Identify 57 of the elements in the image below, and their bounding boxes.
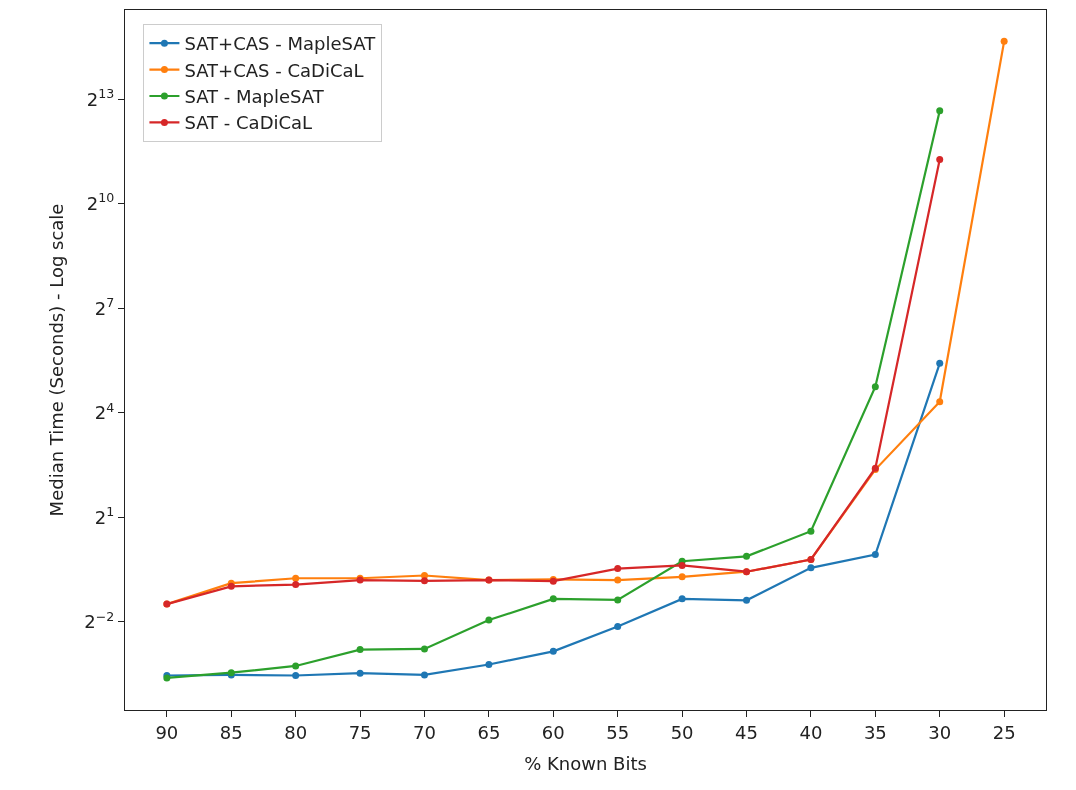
x-tick-label: 90 xyxy=(155,721,179,743)
x-tick-label: 85 xyxy=(219,721,243,743)
y-tick-label: 2$^{10}$ xyxy=(86,190,115,215)
y-tick-label: 2$^{1}$ xyxy=(94,504,115,528)
point xyxy=(743,596,751,604)
point xyxy=(871,551,879,559)
y-tick-label: 2$^{7}$ xyxy=(94,295,115,319)
legend-label: SAT+CAS - MapleSAT xyxy=(184,33,377,55)
point xyxy=(420,645,428,653)
point xyxy=(936,107,944,115)
y-axis-title: Median Time (Seconds) - Log scale xyxy=(46,203,68,517)
x-tick-label: 35 xyxy=(863,721,887,743)
y-tick-label: 2$^{13}$ xyxy=(86,85,115,110)
point xyxy=(871,383,879,391)
point xyxy=(936,155,944,163)
point xyxy=(936,398,944,406)
y-tick-label: 2$^{−2}$ xyxy=(84,608,115,633)
legend-label: SAT+CAS - CaDiCaL xyxy=(184,59,364,81)
point xyxy=(356,669,364,677)
point xyxy=(292,574,300,582)
point xyxy=(420,671,428,679)
point xyxy=(356,646,364,654)
point xyxy=(420,577,428,585)
x-axis-title: % Known Bits xyxy=(524,752,647,774)
point xyxy=(292,672,300,679)
x-tick-label: 65 xyxy=(477,721,501,743)
point xyxy=(936,359,944,367)
x-tick-label: 60 xyxy=(541,721,565,743)
x-tick-label: 45 xyxy=(735,721,758,743)
point xyxy=(614,565,622,573)
x-tick-label: 30 xyxy=(928,721,952,743)
point xyxy=(614,576,622,584)
x-tick-label: 75 xyxy=(348,721,372,743)
point xyxy=(292,662,300,670)
point xyxy=(485,616,493,624)
point xyxy=(678,561,686,569)
legend-label: SAT - MapleSAT xyxy=(184,86,325,108)
point xyxy=(614,622,622,630)
point xyxy=(678,573,686,581)
point xyxy=(292,581,300,589)
x-tick-label: 70 xyxy=(413,721,436,743)
x-tick-label: 40 xyxy=(799,721,823,743)
legend-label: SAT - CaDiCaL xyxy=(184,112,313,134)
point xyxy=(678,595,686,603)
point xyxy=(549,595,557,603)
x-tick-label: 55 xyxy=(606,721,630,743)
x-tick-label: 50 xyxy=(670,721,694,743)
point xyxy=(1000,37,1008,45)
x-tick-label: 25 xyxy=(992,721,1016,743)
point xyxy=(743,552,751,560)
point xyxy=(485,661,493,669)
point xyxy=(807,564,815,572)
point xyxy=(614,596,622,604)
point xyxy=(549,647,557,655)
point xyxy=(807,527,815,535)
x-tick-label: 80 xyxy=(284,721,308,743)
y-tick-label: 2$^{4}$ xyxy=(94,399,115,424)
